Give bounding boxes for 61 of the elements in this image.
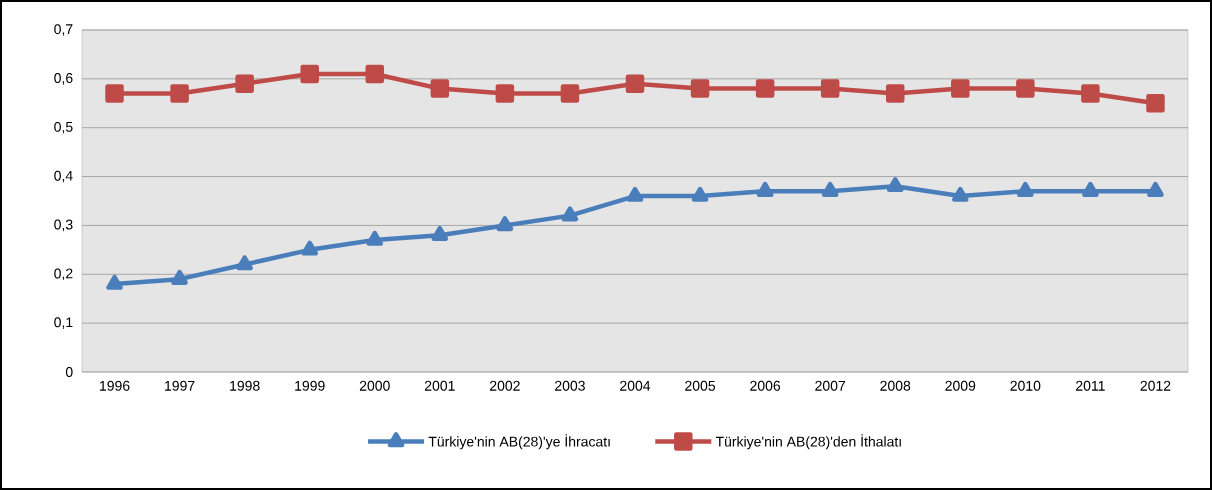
point xyxy=(171,269,188,285)
point xyxy=(560,84,580,103)
x-tick-label: 1998 xyxy=(230,380,260,391)
x-tick-label: 2000 xyxy=(359,380,390,391)
legend-label: Türkiye'nin AB(28)'ye İhracatı xyxy=(428,434,610,450)
y-tick-label: 0,1 xyxy=(54,317,73,329)
x-tick-label: 2004 xyxy=(620,380,651,391)
point xyxy=(301,240,319,256)
legend-label: Türkiye'nin AB(28)'den İthalatı xyxy=(715,434,901,450)
y-tick-label: 0,2 xyxy=(54,268,73,281)
y-tick-label: 0,7 xyxy=(54,24,73,36)
x-tick-label: 2012 xyxy=(1140,380,1171,391)
y-tick-label: 0 xyxy=(65,367,73,377)
point xyxy=(496,216,514,232)
y-tick-label: 0,6 xyxy=(54,73,73,85)
point xyxy=(1082,181,1099,197)
point xyxy=(236,255,253,271)
x-tick-label: 2003 xyxy=(555,380,585,391)
y-tick-label: 0,3 xyxy=(54,219,73,232)
point xyxy=(431,225,449,241)
point xyxy=(1016,79,1035,98)
point xyxy=(495,84,515,103)
point xyxy=(170,84,189,103)
point xyxy=(951,79,970,98)
x-tick-label: 2005 xyxy=(685,380,716,391)
x-tick-label: 2006 xyxy=(750,380,781,391)
x-tick-label: 2007 xyxy=(815,380,846,391)
point xyxy=(756,181,774,197)
x-tick-label: 2008 xyxy=(880,380,911,391)
point xyxy=(105,84,124,103)
point xyxy=(626,186,644,202)
x-tick-label: 2001 xyxy=(424,380,455,391)
x-tick-label: 2009 xyxy=(945,380,976,391)
point xyxy=(561,206,579,222)
x-tick-label: 1997 xyxy=(165,380,195,391)
x-tick-label: 1999 xyxy=(295,380,325,391)
y-tick-label: 0,4 xyxy=(54,170,73,183)
point xyxy=(821,181,839,197)
point xyxy=(690,79,710,98)
point xyxy=(886,177,904,193)
point xyxy=(625,74,645,93)
point xyxy=(106,274,123,290)
point xyxy=(365,64,385,84)
point xyxy=(1146,94,1165,113)
point xyxy=(300,64,319,84)
point xyxy=(951,186,969,202)
y-tick-label: 0,5 xyxy=(54,121,73,134)
x-tick-label: 2010 xyxy=(1010,380,1041,391)
point xyxy=(1017,181,1034,197)
x-tick-label: 1996 xyxy=(100,380,130,391)
point xyxy=(235,74,254,93)
x-tick-label: 2002 xyxy=(490,380,520,391)
point xyxy=(885,84,905,103)
point xyxy=(430,79,450,98)
point xyxy=(820,79,840,98)
point xyxy=(1081,84,1100,103)
point xyxy=(691,186,709,202)
point xyxy=(1147,181,1164,197)
point xyxy=(755,79,775,98)
x-tick-label: 2011 xyxy=(1076,380,1105,391)
point xyxy=(366,230,384,246)
